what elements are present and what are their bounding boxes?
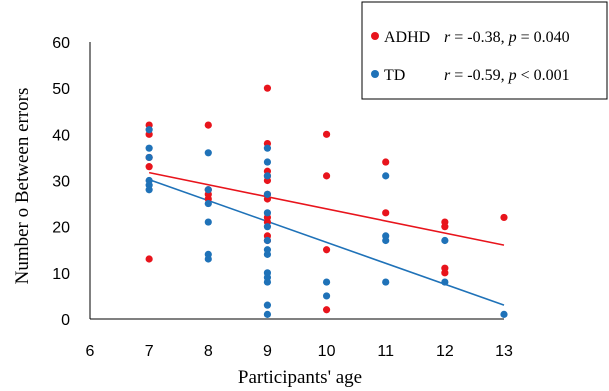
x-tick-label: 13 xyxy=(495,343,513,360)
point-td xyxy=(145,144,153,152)
point-td xyxy=(145,126,153,134)
y-tick-label: 30 xyxy=(52,174,70,191)
point-td xyxy=(263,172,272,180)
point-td xyxy=(204,218,212,226)
x-tick-label: 7 xyxy=(145,343,154,360)
point-td xyxy=(382,278,390,286)
point-td xyxy=(500,310,508,318)
point-td xyxy=(382,236,390,245)
legend-label-adhd: ADHD xyxy=(384,29,430,46)
point-td xyxy=(382,172,390,180)
data-points xyxy=(145,84,508,318)
axes xyxy=(89,42,504,320)
point-adhd xyxy=(322,172,331,180)
point-td xyxy=(263,301,272,309)
point-td xyxy=(204,255,212,263)
point-td xyxy=(263,310,272,318)
point-td xyxy=(204,186,212,194)
point-adhd xyxy=(322,246,331,254)
point-td xyxy=(263,278,272,286)
point-td xyxy=(322,292,331,300)
point-td xyxy=(263,236,272,245)
point-td xyxy=(145,186,153,194)
x-axis-title: Participants' age xyxy=(238,367,362,388)
point-td xyxy=(263,223,272,231)
legend-marker-td xyxy=(371,70,379,78)
y-axis-title: Number o Between errors xyxy=(12,88,33,285)
point-td xyxy=(263,158,272,166)
legend-stats-adhd: r = -0.38, p = 0.040 xyxy=(444,29,570,46)
point-td xyxy=(204,199,212,208)
point-td xyxy=(441,278,449,286)
y-tick-label: 10 xyxy=(52,266,70,283)
point-td xyxy=(263,250,272,258)
legend-marker-adhd xyxy=(371,32,379,40)
x-tick-label: 11 xyxy=(377,343,394,360)
point-adhd xyxy=(441,223,449,231)
point-adhd xyxy=(500,213,508,222)
trendline-adhd xyxy=(148,171,505,246)
point-adhd xyxy=(145,255,153,263)
x-tick-labels: 6 7 8 9 10 11 12 13 xyxy=(86,343,513,360)
y-tick-labels: 0 10 20 30 40 50 60 xyxy=(52,35,70,329)
point-td xyxy=(204,149,212,157)
legend-box xyxy=(361,1,608,100)
point-adhd xyxy=(322,130,331,138)
y-tick-label: 20 xyxy=(52,220,70,237)
y-tick-label: 40 xyxy=(52,127,70,144)
point-adhd xyxy=(322,306,331,314)
legend: ADHD r = -0.38, p = 0.040 TD r = -0.59, … xyxy=(361,1,608,100)
point-td xyxy=(263,190,272,198)
x-tick-label: 8 xyxy=(204,343,213,360)
legend-label-td: TD xyxy=(384,67,405,84)
y-tick-label: 50 xyxy=(52,81,70,98)
point-adhd xyxy=(145,163,153,171)
point-td xyxy=(263,209,272,217)
point-td xyxy=(322,278,331,286)
y-tick-label: 60 xyxy=(52,35,70,52)
legend-stats-td: r = -0.59, p < 0.001 xyxy=(444,67,570,84)
point-adhd xyxy=(263,84,272,92)
trendline-td xyxy=(148,178,505,306)
point-adhd xyxy=(204,121,212,129)
point-adhd xyxy=(382,209,390,217)
point-td xyxy=(263,144,272,152)
point-td xyxy=(441,236,449,245)
x-tick-label: 10 xyxy=(318,343,336,360)
point-td xyxy=(145,153,153,162)
x-tick-label: 9 xyxy=(263,343,272,360)
point-adhd xyxy=(382,158,390,166)
x-tick-label: 12 xyxy=(436,343,454,360)
point-adhd xyxy=(441,269,449,277)
x-tick-label: 6 xyxy=(86,343,95,360)
y-tick-label: 0 xyxy=(61,312,70,329)
